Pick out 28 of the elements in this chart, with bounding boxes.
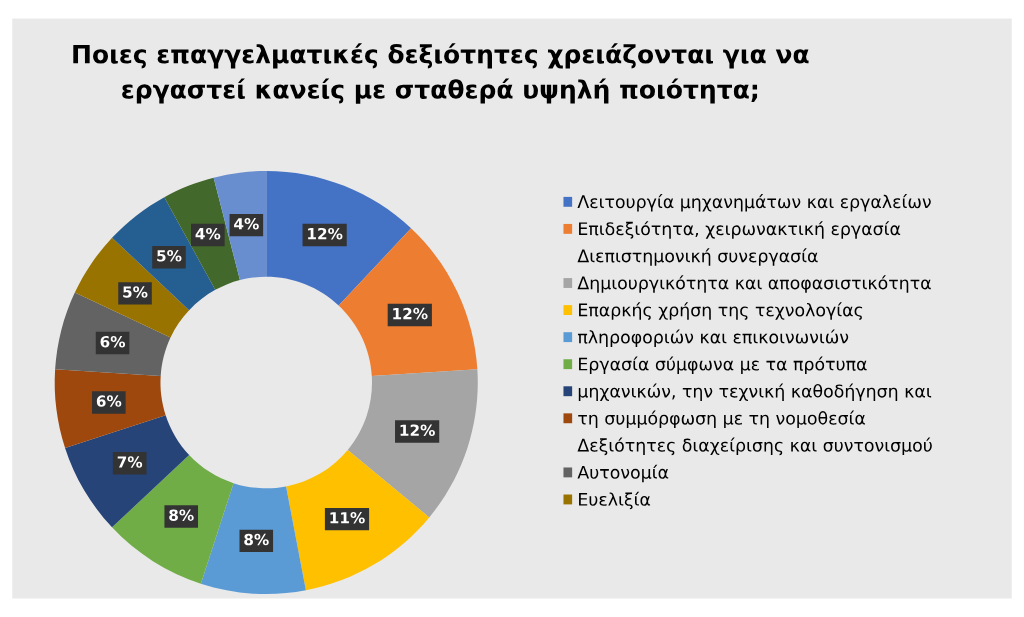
donut-slice xyxy=(266,171,412,306)
donut-slice xyxy=(200,483,306,595)
data-label: 6% xyxy=(96,395,122,407)
data-label: 12% xyxy=(393,307,428,320)
data-label: 7% xyxy=(117,456,143,468)
chart-title: Ποιες επαγγελματικές δεξιότητες χρειάζονται για να εργαστεί κανείς με σταθερά υψηλή ποιότητα; xyxy=(73,43,809,104)
donut-slice xyxy=(112,454,234,584)
data-label: 8% xyxy=(244,533,269,546)
data-label: 6% xyxy=(100,335,126,348)
data-label: 4% xyxy=(195,227,221,240)
legend-label: Ευελιξία xyxy=(579,491,651,510)
legend-label: Επαρκής χρήση της τεχνολογίας xyxy=(579,302,863,320)
data-label: 8% xyxy=(169,509,194,521)
data-label: 4% xyxy=(234,218,259,230)
data-label: 11% xyxy=(330,511,365,524)
legend-label: Εργασία σύμφωνα με τα πρότυπα xyxy=(579,356,867,374)
legend-label: Δημιουργικότητα και αποφασιστικότητα xyxy=(577,275,931,293)
legend-label: τη συμμόρφωση με τη νομοθεσία Δεξιότητες διαχείρισης και συντονισμού xyxy=(577,410,932,456)
legend-label: Αυτονομία xyxy=(577,464,669,483)
data-label: 12% xyxy=(400,424,435,436)
legend-label: Επιδεξιότητα, χειρωνακτική εργασία Διεπιστημονική συνεργασία xyxy=(577,221,901,266)
donut-slice xyxy=(286,449,430,591)
legend-label: πληροφοριών και επικοινωνιών xyxy=(577,329,849,347)
legend-label: Λειτουργία μηχανημάτων και εργαλείων xyxy=(577,194,931,212)
data-label: 5% xyxy=(157,250,182,262)
data-label: 5% xyxy=(123,286,148,298)
legend-label: μηχανικών, την τεχνική καθοδήγηση και xyxy=(578,383,932,402)
data-label: 12% xyxy=(308,227,343,240)
